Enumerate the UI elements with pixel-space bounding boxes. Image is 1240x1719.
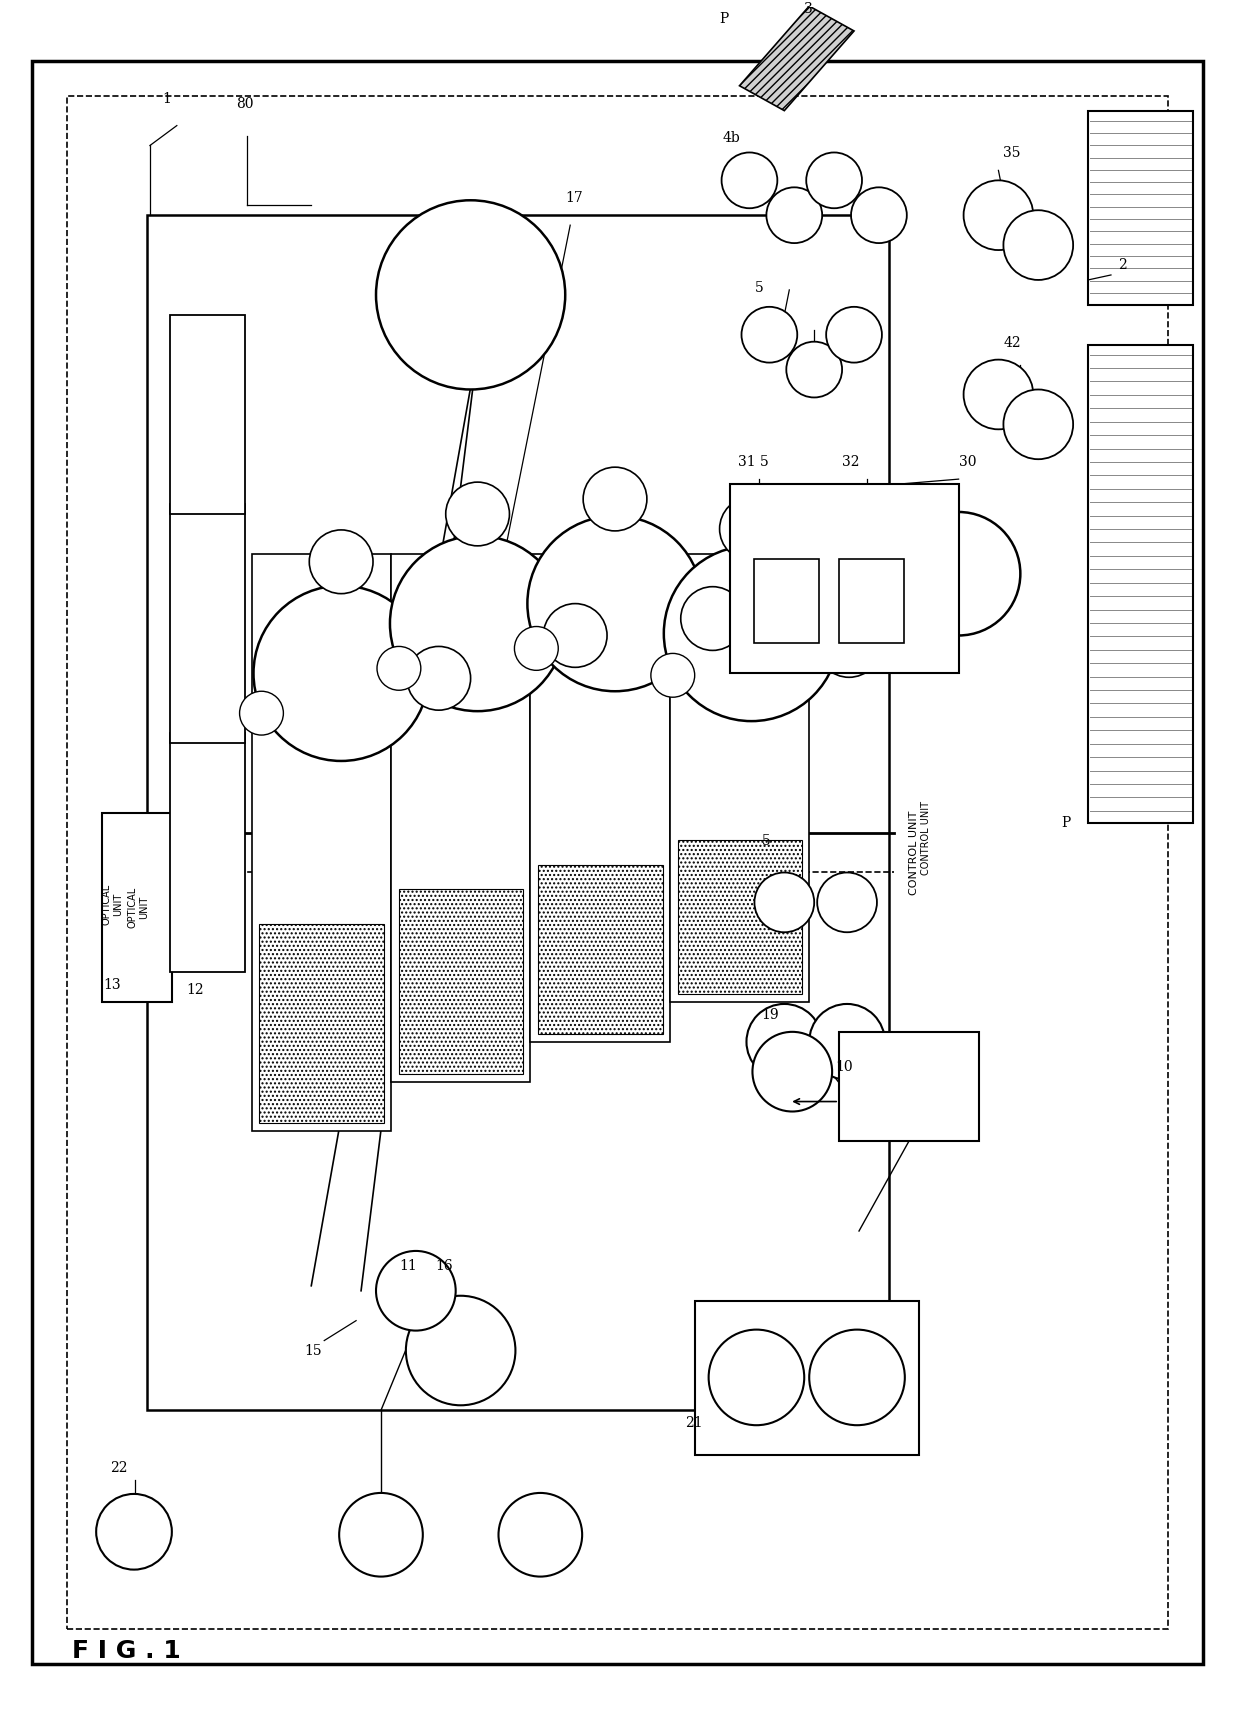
Text: 35: 35	[1003, 146, 1021, 160]
Text: 11: 11	[399, 1258, 417, 1272]
Bar	[754, 559, 820, 643]
Text: 5: 5	[759, 456, 768, 469]
Circle shape	[742, 306, 797, 363]
Text: 5: 5	[754, 280, 763, 296]
Text: 10: 10	[835, 1059, 853, 1074]
Circle shape	[340, 1492, 423, 1576]
Circle shape	[97, 1494, 172, 1569]
Bar	[399, 889, 523, 1074]
Bar	[67, 96, 1168, 1630]
Text: OPTICAL
UNIT: OPTICAL UNIT	[102, 884, 123, 925]
Circle shape	[651, 653, 694, 698]
Circle shape	[754, 873, 815, 932]
Text: 42: 42	[1003, 335, 1021, 349]
Text: 31: 31	[738, 456, 755, 469]
Circle shape	[806, 153, 862, 208]
Circle shape	[543, 603, 608, 667]
Bar	[170, 732, 244, 971]
Text: CONTROL UNIT: CONTROL UNIT	[909, 810, 919, 896]
Text: 5: 5	[761, 834, 770, 847]
Bar	[259, 925, 384, 1124]
Bar	[1087, 346, 1193, 823]
Circle shape	[681, 586, 744, 650]
Text: 22: 22	[110, 1461, 128, 1475]
Circle shape	[1003, 390, 1073, 459]
Text: P: P	[719, 12, 729, 26]
Bar	[252, 554, 391, 1131]
Circle shape	[817, 614, 880, 677]
Circle shape	[766, 187, 822, 242]
Circle shape	[817, 873, 877, 932]
Text: 30: 30	[959, 456, 976, 469]
Bar	[531, 554, 670, 1042]
Circle shape	[515, 626, 558, 670]
Circle shape	[498, 1492, 582, 1576]
Text: F I G . 1: F I G . 1	[72, 1640, 181, 1664]
Circle shape	[719, 497, 784, 560]
Text: 3: 3	[805, 2, 813, 15]
Circle shape	[583, 468, 647, 531]
Bar	[538, 865, 663, 1033]
Circle shape	[786, 342, 842, 397]
Circle shape	[810, 1004, 885, 1080]
Bar	[729, 485, 959, 674]
Circle shape	[309, 529, 373, 593]
Circle shape	[766, 497, 921, 652]
Text: 80: 80	[237, 96, 254, 110]
Circle shape	[376, 1251, 455, 1331]
Circle shape	[753, 1031, 832, 1112]
Circle shape	[663, 547, 839, 722]
Text: CONTROL UNIT: CONTROL UNIT	[921, 801, 931, 875]
Text: 15: 15	[304, 1344, 322, 1358]
Text: 21: 21	[684, 1416, 702, 1430]
Circle shape	[377, 646, 420, 691]
Text: 32: 32	[842, 456, 859, 469]
Circle shape	[826, 306, 882, 363]
Circle shape	[527, 516, 703, 691]
Polygon shape	[739, 7, 854, 110]
Circle shape	[851, 187, 906, 242]
Text: OPTICAL
UNIT: OPTICAL UNIT	[128, 887, 149, 928]
Circle shape	[239, 691, 284, 736]
Text: 16: 16	[435, 1258, 454, 1272]
Text: 4b: 4b	[723, 131, 740, 146]
Circle shape	[405, 1296, 516, 1406]
Bar	[678, 839, 802, 994]
Circle shape	[746, 1004, 822, 1080]
Bar	[670, 554, 810, 1002]
Bar	[1087, 110, 1193, 304]
Bar	[102, 813, 172, 1002]
Circle shape	[407, 646, 471, 710]
Circle shape	[253, 586, 429, 762]
Circle shape	[445, 481, 510, 547]
Bar	[391, 554, 531, 1081]
Bar	[148, 215, 889, 1410]
Circle shape	[810, 1329, 905, 1425]
Bar	[839, 559, 904, 643]
Text: 19: 19	[761, 1007, 779, 1021]
Circle shape	[376, 201, 565, 390]
Bar	[170, 504, 244, 743]
Text: 1: 1	[162, 91, 171, 105]
Text: 17: 17	[565, 191, 583, 205]
Bar	[694, 1301, 919, 1454]
Circle shape	[963, 180, 1033, 249]
Circle shape	[708, 1329, 805, 1425]
Circle shape	[897, 512, 1021, 636]
Text: P: P	[1061, 817, 1070, 830]
Text: 13: 13	[103, 978, 120, 992]
Circle shape	[389, 536, 565, 712]
Circle shape	[1003, 210, 1073, 280]
Bar	[170, 315, 244, 514]
Bar	[839, 1031, 978, 1141]
Text: 2: 2	[1118, 258, 1127, 272]
Text: 12: 12	[187, 983, 205, 997]
Circle shape	[963, 359, 1033, 430]
Circle shape	[722, 153, 777, 208]
